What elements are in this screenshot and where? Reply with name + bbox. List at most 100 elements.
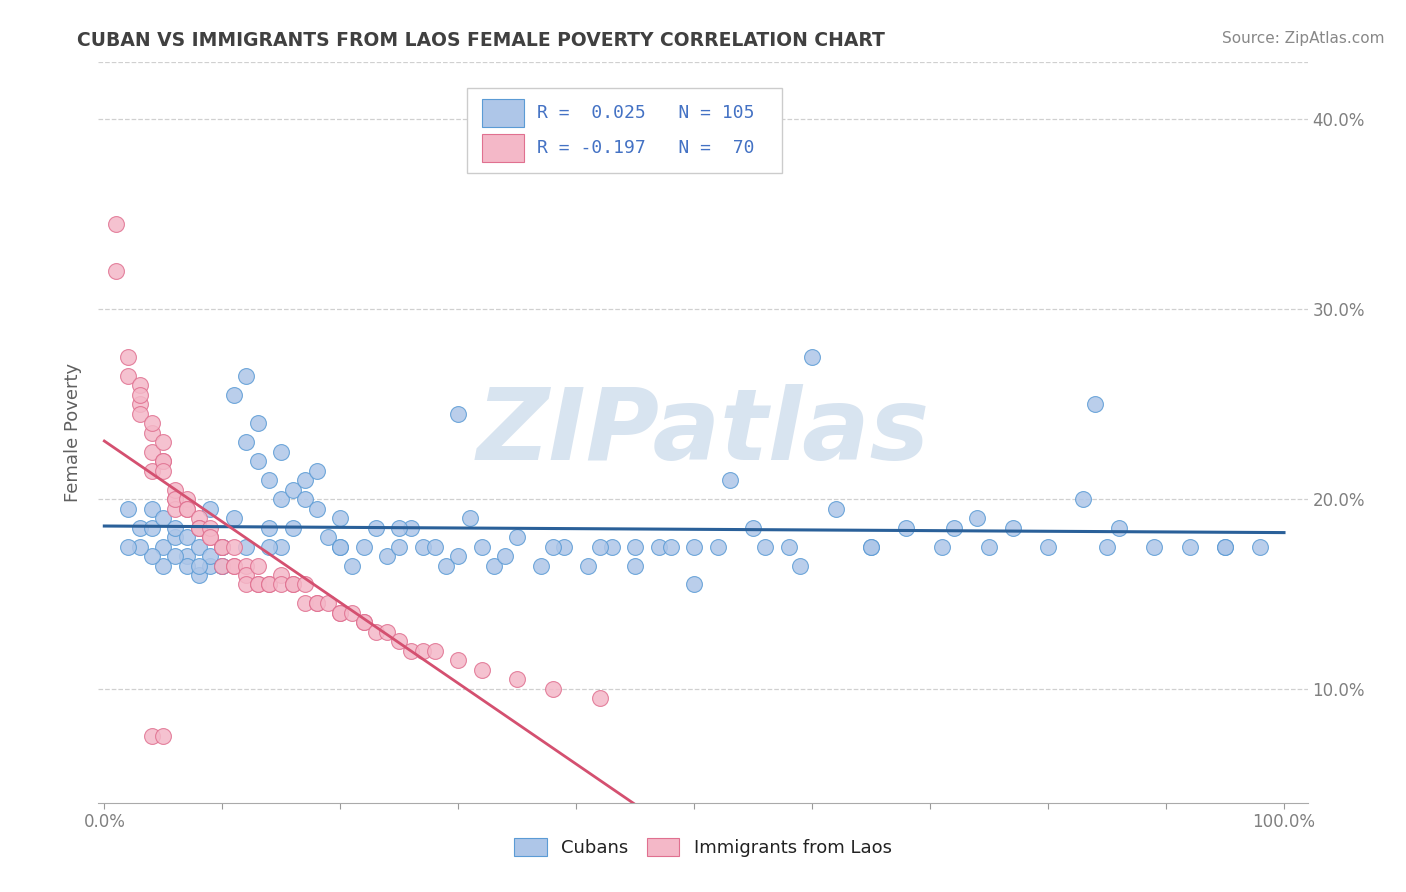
- Point: [388, 520, 411, 534]
- Point: [176, 549, 198, 563]
- Point: [211, 540, 233, 554]
- Point: [482, 558, 505, 573]
- Point: [176, 501, 198, 516]
- Point: [576, 558, 599, 573]
- Point: [246, 577, 269, 591]
- Point: [624, 540, 647, 554]
- Point: [235, 558, 257, 573]
- Point: [801, 350, 824, 364]
- Point: [152, 558, 174, 573]
- Point: [141, 425, 163, 440]
- Point: [211, 558, 233, 573]
- Point: [141, 416, 163, 430]
- Point: [270, 444, 292, 458]
- Point: [1249, 540, 1271, 554]
- Point: [270, 577, 292, 591]
- Text: ZIPatlas: ZIPatlas: [477, 384, 929, 481]
- Point: [896, 520, 918, 534]
- Point: [211, 540, 233, 554]
- Point: [222, 387, 245, 401]
- Point: [152, 435, 174, 450]
- Point: [364, 624, 387, 639]
- Point: [329, 540, 352, 554]
- Point: [294, 473, 316, 487]
- Point: [187, 558, 209, 573]
- Legend: Cubans, Immigrants from Laos: Cubans, Immigrants from Laos: [508, 830, 898, 864]
- Point: [589, 691, 612, 706]
- Point: [1036, 540, 1059, 554]
- Point: [377, 624, 399, 639]
- Point: [211, 558, 233, 573]
- Point: [152, 730, 174, 744]
- Point: [305, 597, 328, 611]
- Point: [648, 540, 671, 554]
- Point: [165, 483, 187, 497]
- Point: [305, 464, 328, 478]
- Point: [117, 501, 139, 516]
- Point: [329, 511, 352, 525]
- Text: R =  0.025   N = 105: R = 0.025 N = 105: [537, 103, 755, 122]
- Point: [235, 540, 257, 554]
- Point: [187, 568, 209, 582]
- Point: [211, 540, 233, 554]
- Point: [211, 558, 233, 573]
- Point: [165, 530, 187, 544]
- Point: [200, 558, 222, 573]
- Point: [1143, 540, 1166, 554]
- Point: [683, 540, 706, 554]
- Point: [246, 416, 269, 430]
- Point: [329, 606, 352, 620]
- Point: [353, 615, 375, 630]
- Point: [176, 558, 198, 573]
- Point: [128, 387, 150, 401]
- Point: [388, 540, 411, 554]
- Point: [1213, 540, 1236, 554]
- Point: [235, 577, 257, 591]
- Point: [270, 568, 292, 582]
- Point: [117, 540, 139, 554]
- Point: [165, 491, 187, 506]
- Point: [399, 520, 422, 534]
- Point: [754, 540, 776, 554]
- Point: [1213, 540, 1236, 554]
- Point: [388, 634, 411, 648]
- Point: [128, 520, 150, 534]
- Point: [222, 558, 245, 573]
- Point: [494, 549, 516, 563]
- Point: [1108, 520, 1130, 534]
- Point: [506, 673, 529, 687]
- Point: [128, 378, 150, 392]
- Point: [423, 540, 446, 554]
- Point: [541, 540, 564, 554]
- Point: [412, 644, 434, 658]
- Point: [600, 540, 623, 554]
- Point: [281, 577, 304, 591]
- Point: [977, 540, 1000, 554]
- Point: [259, 520, 281, 534]
- Point: [377, 549, 399, 563]
- Point: [423, 644, 446, 658]
- Point: [222, 540, 245, 554]
- Point: [436, 558, 458, 573]
- Point: [860, 540, 883, 554]
- Point: [471, 663, 494, 677]
- Point: [105, 217, 128, 231]
- Point: [624, 558, 647, 573]
- Point: [176, 530, 198, 544]
- Point: [718, 473, 741, 487]
- Point: [294, 491, 316, 506]
- Point: [860, 540, 883, 554]
- Point: [1095, 540, 1118, 554]
- Point: [706, 540, 728, 554]
- Point: [259, 577, 281, 591]
- Point: [318, 597, 340, 611]
- Point: [176, 501, 198, 516]
- Point: [281, 520, 304, 534]
- FancyBboxPatch shape: [482, 99, 524, 127]
- Point: [506, 530, 529, 544]
- Point: [200, 530, 222, 544]
- Point: [447, 653, 470, 667]
- Point: [305, 501, 328, 516]
- Point: [235, 568, 257, 582]
- Point: [246, 558, 269, 573]
